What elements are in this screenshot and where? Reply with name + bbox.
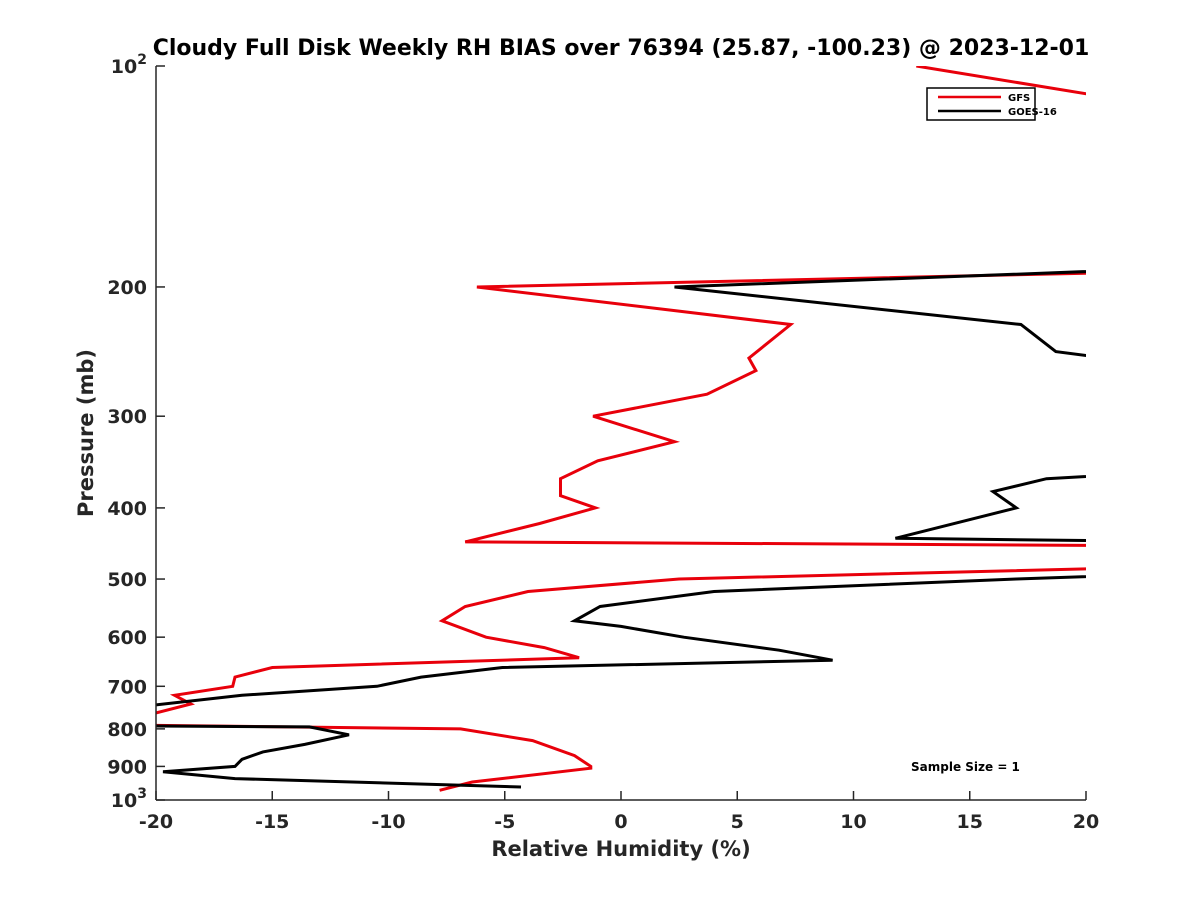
x-axis-label: Relative Humidity (%) [491,837,750,861]
y-tick-label: 800 [107,719,147,741]
x-tick-label: 20 [1073,811,1099,833]
y-tick-label: 102 [111,52,147,78]
sample-size-annotation: Sample Size = 1 [911,760,1020,774]
y-tick-label: 200 [107,277,147,299]
x-tick-label: -5 [494,811,515,833]
y-tick-label: 400 [107,498,147,520]
x-tick-label: -20 [139,811,173,833]
legend-label-gfs: GFS [1008,93,1030,104]
series-line-gfs [156,66,1086,792]
x-tick-label: 5 [731,811,744,833]
y-tick-label: 103 [111,786,147,812]
x-tick-label: 0 [614,811,627,833]
y-tick-label: 900 [107,756,147,778]
x-tick-label: 15 [957,811,983,833]
x-tick-label: 10 [840,811,866,833]
x-tick-label: -10 [371,811,405,833]
legend-label-goes-16: GOES-16 [1008,107,1057,118]
y-axis-label: Pressure (mb) [74,349,98,517]
y-tick-label: 300 [107,406,147,428]
y-tick-label: 700 [107,676,147,698]
legend: GFS GOES-16 [926,87,1057,121]
plot-area-frame [156,66,1086,800]
y-ticks: 102 200 300 400 500 600 700 800 900 103 [107,52,165,812]
y-tick-label: 500 [107,569,147,591]
chart-title: Cloudy Full Disk Weekly RH BIAS over 763… [153,36,1090,61]
series-line-goes-16 [156,270,1086,789]
legend-box [926,87,1036,121]
series-layer [156,66,1086,792]
x-tick-label: -15 [255,811,289,833]
x-ticks: -20 -15 -10 -5 0 5 10 15 20 [139,791,1099,833]
y-tick-label: 600 [107,627,147,649]
